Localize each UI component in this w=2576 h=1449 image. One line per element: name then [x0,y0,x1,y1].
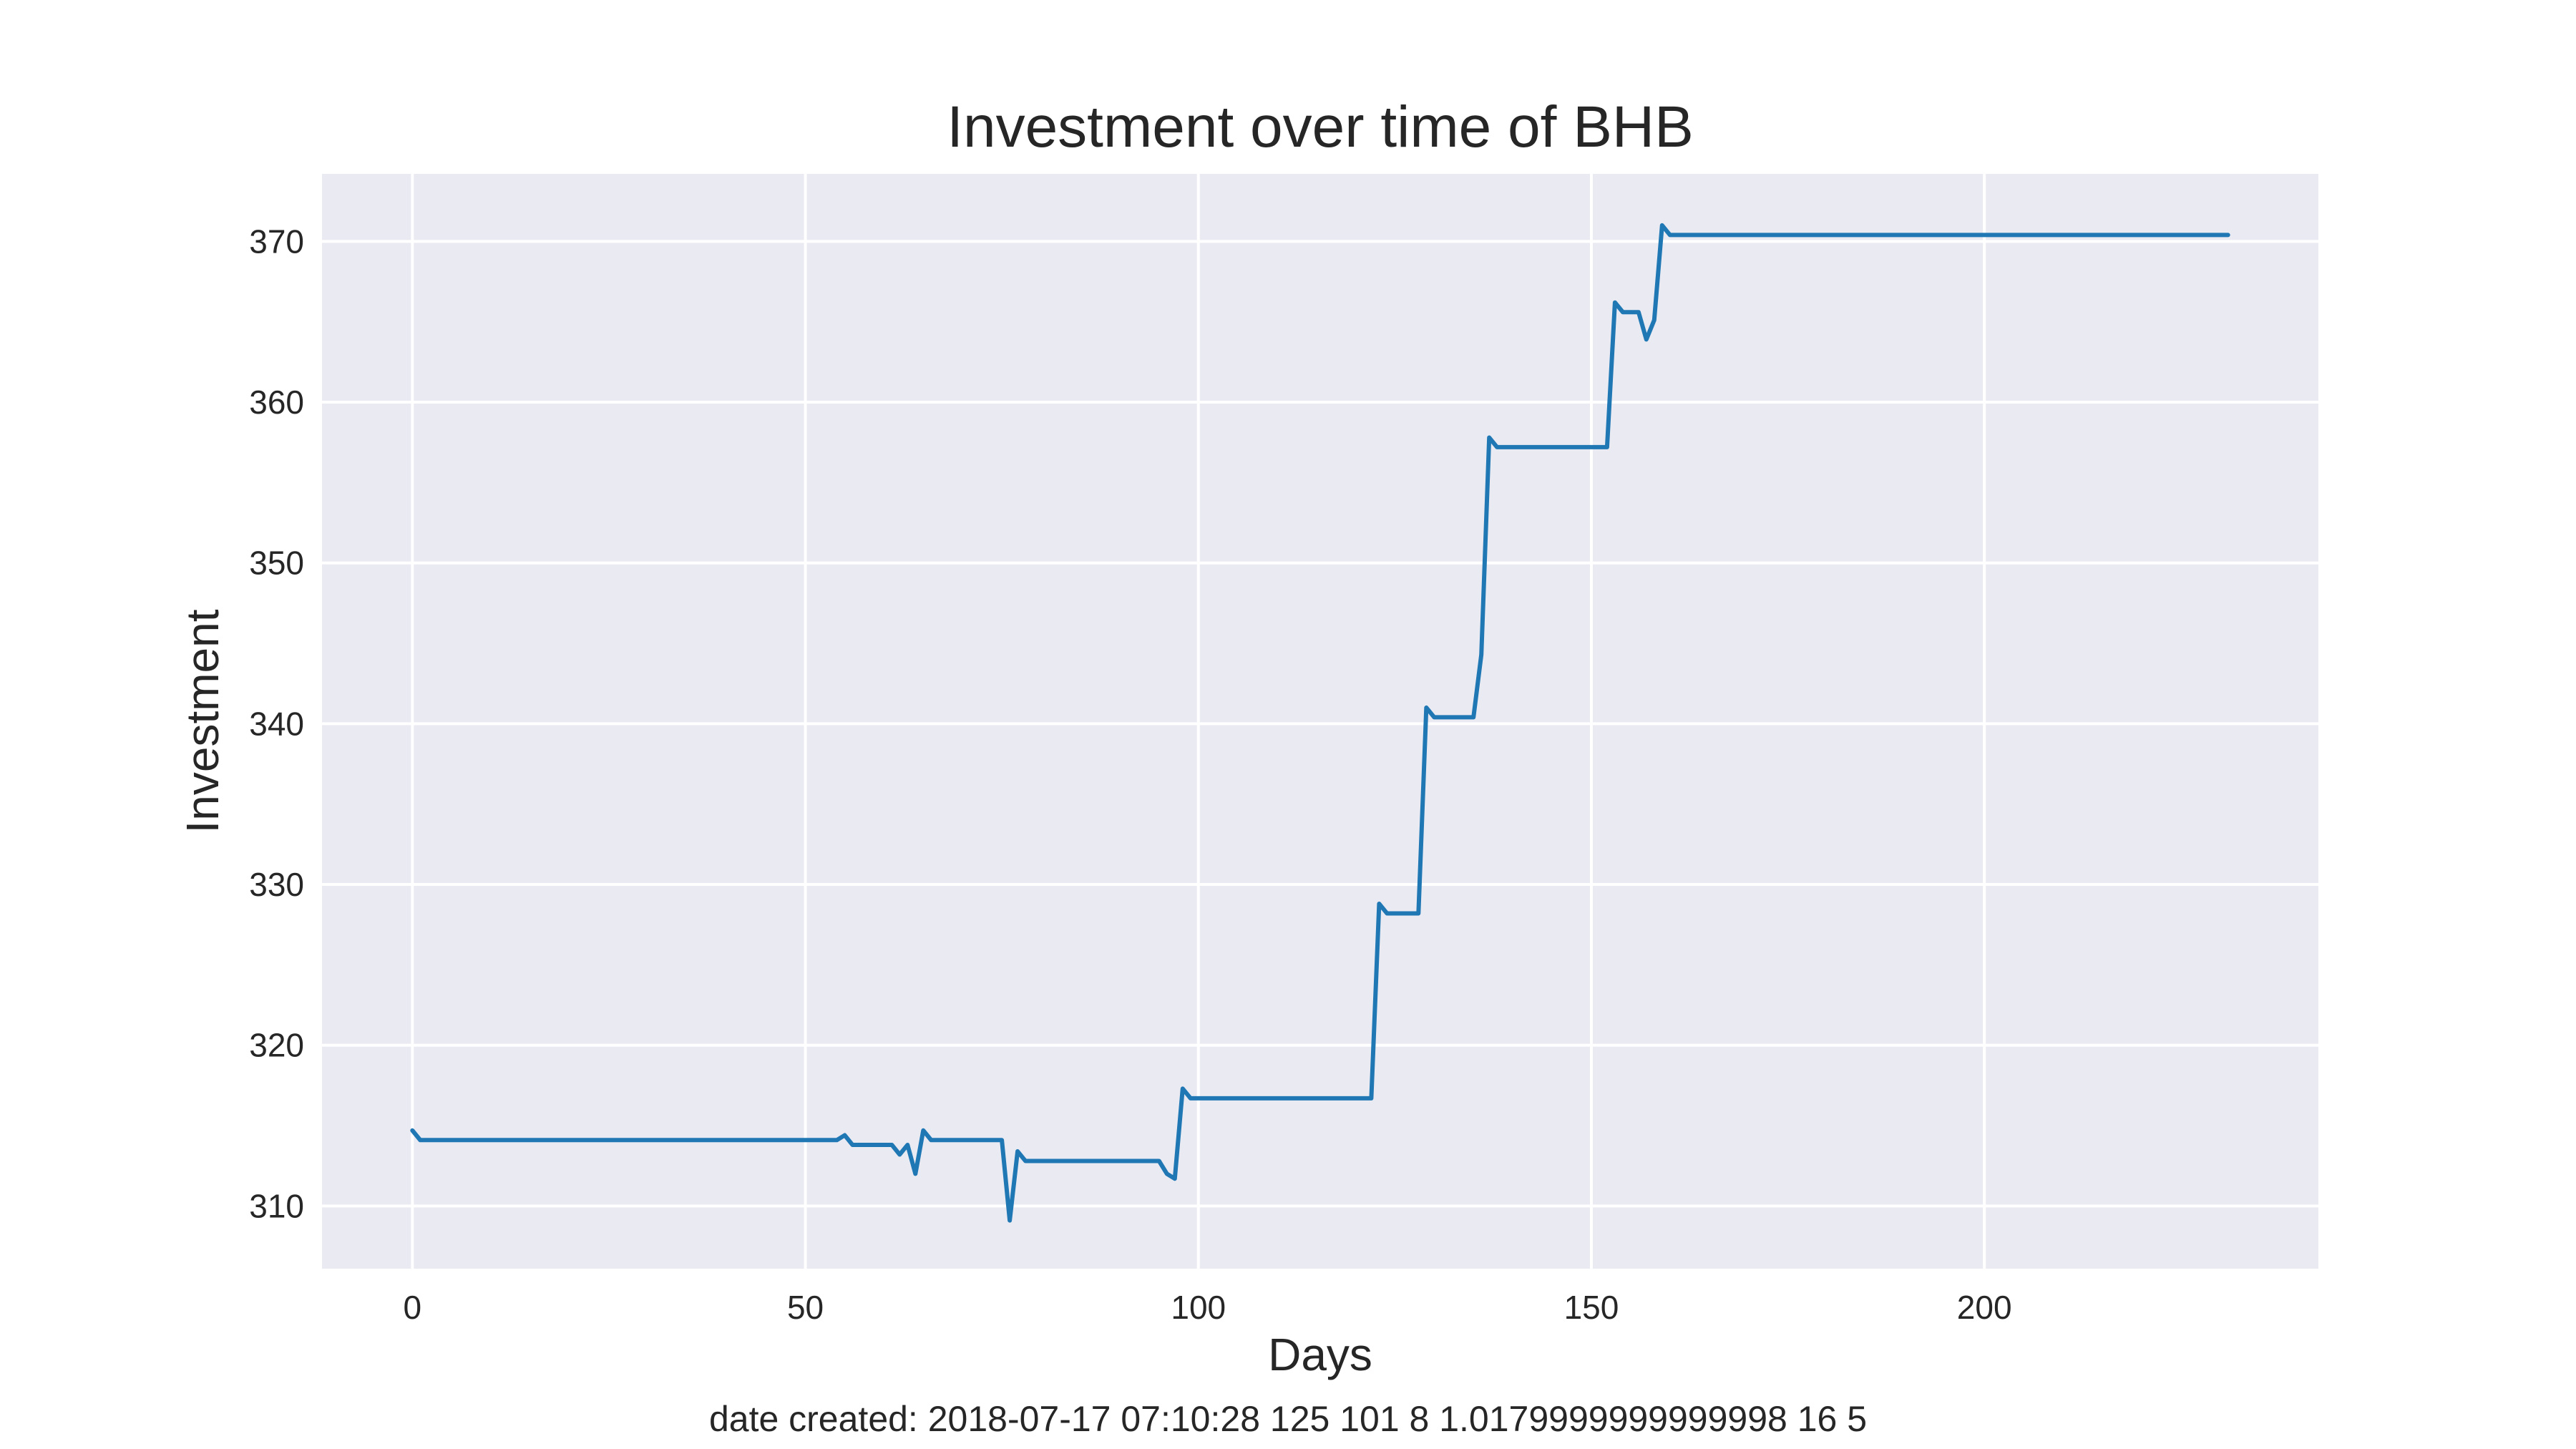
y-tick-label: 310 [249,1187,304,1224]
y-tick-label: 320 [249,1027,304,1064]
x-tick-label: 50 [787,1289,824,1326]
series-line [410,223,2230,1223]
y-tick-label: 330 [249,866,304,903]
x-tick-label: 100 [1171,1289,1226,1326]
chart-title: Investment over time of BHB [947,94,1694,160]
y-tick-label: 360 [249,384,304,421]
x-tick-label: 0 [404,1289,422,1326]
y-axis-ticks: 310 320 330 340 350 360 370 [249,223,304,1224]
x-tick-label: 200 [1957,1289,2012,1326]
series-group [410,223,2230,1223]
grid-lines [322,174,2318,1269]
footnote: date created: 2018-07-17 07:10:28 125 10… [709,1399,1867,1439]
y-axis-label: Investment [177,609,228,833]
x-axis-ticks: 0 50 100 150 200 [404,1289,2012,1326]
y-tick-label: 350 [249,545,304,582]
y-tick-label: 370 [249,223,304,260]
x-tick-label: 150 [1564,1289,1619,1326]
y-tick-label: 340 [249,705,304,742]
x-axis-label: Days [1268,1329,1372,1380]
plot-area [322,174,2318,1269]
